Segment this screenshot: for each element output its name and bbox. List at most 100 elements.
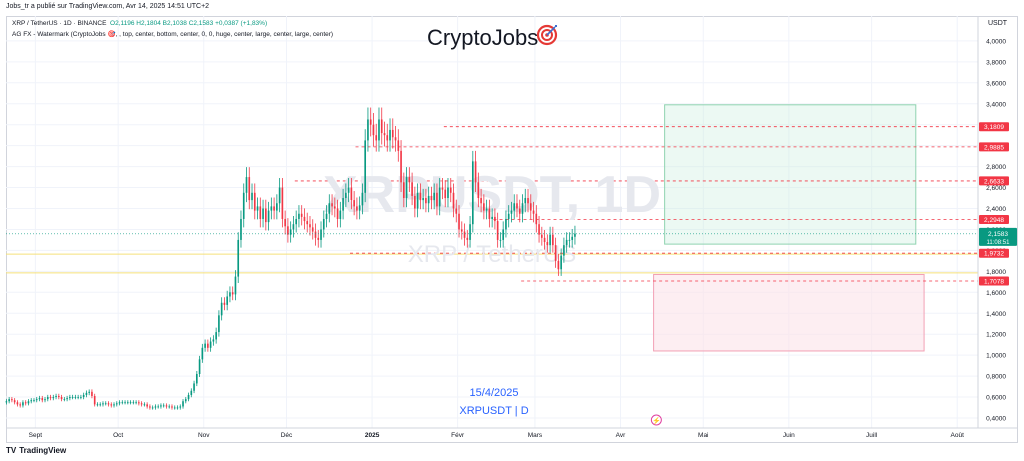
candle-body xyxy=(91,391,93,397)
candle xyxy=(571,228,574,248)
candle-body xyxy=(295,218,298,225)
candle xyxy=(449,178,452,203)
candle xyxy=(369,107,372,137)
y-tick-label: 2,4000 xyxy=(986,206,1006,213)
candle-body xyxy=(74,397,77,398)
candle-body xyxy=(380,119,383,134)
candle xyxy=(328,194,331,223)
candle xyxy=(322,210,325,238)
candle xyxy=(226,290,229,311)
candle-body xyxy=(325,213,328,219)
candle xyxy=(82,392,85,400)
candle xyxy=(220,297,223,321)
candle-body xyxy=(505,218,507,230)
candle xyxy=(46,394,49,402)
candle-body xyxy=(287,226,289,235)
candle-body xyxy=(375,135,378,141)
candle xyxy=(190,388,193,398)
candle-body xyxy=(149,406,151,408)
candle xyxy=(397,129,400,162)
y-tick-label: 0,8000 xyxy=(986,374,1006,381)
candle xyxy=(69,394,71,401)
candle-body xyxy=(115,403,118,405)
candle-body xyxy=(447,187,449,199)
lightning-icon[interactable]: ⚡ xyxy=(650,414,662,426)
candle xyxy=(386,123,389,152)
candle xyxy=(474,150,477,193)
legend-ohlc: O2,1196 H2,1804 B2,1038 C2,1583 +0,0387 … xyxy=(110,20,268,27)
price-level-label-bg xyxy=(979,248,1009,258)
candle xyxy=(124,400,126,405)
currency-label: USDT xyxy=(988,20,1008,27)
candle xyxy=(402,172,405,208)
candle xyxy=(234,270,237,301)
candle-body xyxy=(455,208,458,214)
candle xyxy=(416,183,419,218)
candle-body xyxy=(320,229,322,240)
watermark-date: 15/4/2025 xyxy=(470,387,519,399)
candle xyxy=(165,403,168,409)
candle xyxy=(309,215,311,236)
legend-indicator: AG FX - Watermark (CryptoJobs 🎯, , top, … xyxy=(12,31,334,38)
y-tick-label: 1,6000 xyxy=(986,290,1006,297)
candle xyxy=(311,219,314,240)
x-tick-label: Sept xyxy=(29,432,43,439)
candle-body xyxy=(146,404,148,407)
candle-body xyxy=(300,213,303,217)
candle xyxy=(113,402,115,408)
candle xyxy=(11,397,13,403)
candle xyxy=(361,183,364,215)
candle xyxy=(107,401,110,407)
price-level-label-text: 1,9732 xyxy=(984,251,1004,258)
tradingview-footer[interactable]: TV TradingView xyxy=(6,446,66,455)
candle xyxy=(389,118,391,152)
brand-name: CryptoJobs xyxy=(427,25,539,50)
candle-body xyxy=(110,404,113,406)
candle-body xyxy=(408,177,411,183)
candle xyxy=(33,398,35,403)
candle-body xyxy=(521,203,524,214)
candle xyxy=(184,397,187,404)
candle-body xyxy=(402,182,405,199)
candle xyxy=(353,191,355,216)
candle xyxy=(480,188,482,213)
candle-body xyxy=(96,404,99,406)
candle-body xyxy=(55,396,57,398)
candle xyxy=(195,370,198,387)
y-tick-label: 3,4000 xyxy=(986,101,1006,108)
candle-body xyxy=(82,394,85,398)
candle-body xyxy=(309,224,311,228)
candle xyxy=(149,404,151,410)
candle xyxy=(281,178,284,228)
candle-body xyxy=(458,213,460,230)
candle xyxy=(267,201,270,231)
candle xyxy=(557,253,560,276)
candle-body xyxy=(411,182,413,196)
candle-body xyxy=(507,213,510,219)
candle-body xyxy=(480,198,482,204)
candle xyxy=(552,226,554,253)
candle xyxy=(350,178,353,210)
candle xyxy=(168,404,171,409)
candle-body xyxy=(292,224,295,230)
candle-body xyxy=(80,397,82,398)
candle-body xyxy=(469,224,471,240)
candle xyxy=(251,183,253,210)
x-tick-label: Mars xyxy=(528,432,543,439)
candle xyxy=(44,397,46,403)
candle-body xyxy=(427,195,430,204)
candle-body xyxy=(317,237,320,240)
candle-body xyxy=(361,192,364,206)
candle-body xyxy=(256,206,259,211)
candle-body xyxy=(322,218,325,230)
candle-body xyxy=(496,221,499,240)
price-level-label-bg xyxy=(979,122,1009,132)
candle xyxy=(182,399,184,409)
candle xyxy=(400,140,402,193)
candle-body xyxy=(328,203,331,214)
candle xyxy=(173,405,176,410)
candle xyxy=(427,186,430,213)
candle xyxy=(455,199,458,223)
x-tick-label: Juin xyxy=(783,432,795,439)
